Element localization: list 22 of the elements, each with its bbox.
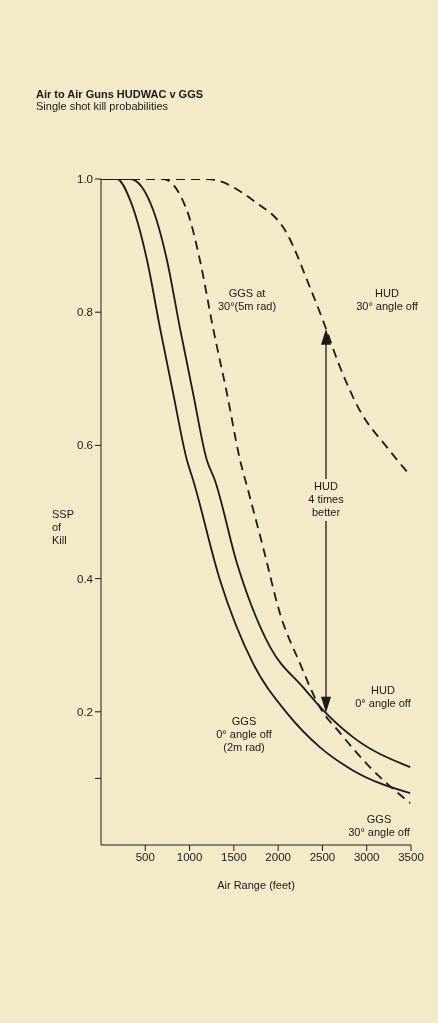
annotation: GGS at 30°(5m rad) xyxy=(217,286,277,312)
annotation: GGS 30° angle off xyxy=(348,812,411,838)
annotation: GGS 0° angle off (2m rad) xyxy=(216,714,273,753)
x-tick-label: 2000 xyxy=(265,851,291,864)
x-tick-label: 500 xyxy=(135,851,155,864)
y-axis-title: SSP of Kill xyxy=(52,508,75,547)
annotation: HUD 4 times better xyxy=(308,479,345,518)
chart-title: Air to Air Guns HUDWAC v GGS xyxy=(36,88,204,100)
y-tick-label: 0.4 xyxy=(77,572,94,585)
x-tick-label: 3000 xyxy=(353,851,380,864)
chart-subtitle: Single shot kill probabilities xyxy=(36,100,170,112)
x-tick-label: 1500 xyxy=(221,851,247,864)
y-tick-label: 0.2 xyxy=(77,705,93,718)
x-axis-title: Air Range (feet) xyxy=(217,878,295,891)
y-tick-label: 0.6 xyxy=(77,439,93,452)
x-tick-label: 2500 xyxy=(309,851,336,864)
x-tick-label: 3500 xyxy=(398,851,424,864)
annotation: HUD 30° angle off xyxy=(356,286,419,312)
y-tick-label: 0.8 xyxy=(77,306,93,319)
y-tick-label: 1.0 xyxy=(77,173,93,186)
x-tick-label: 1000 xyxy=(176,851,203,864)
annotation: HUD 0° angle off xyxy=(355,683,412,709)
